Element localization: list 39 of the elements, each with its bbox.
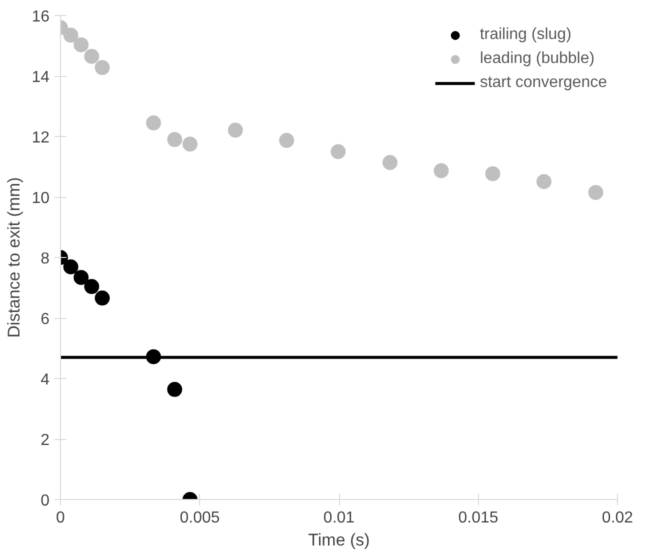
point [146,115,162,130]
point [74,37,89,52]
x-tick-label: 0 [56,510,66,526]
point [228,122,243,138]
point [167,382,182,397]
point [279,132,294,148]
y-axis-title: Distance to exit (mm) [4,177,24,338]
point [84,279,100,294]
x-tick-label: 0.01 [323,510,355,526]
x-tick-label: 0.015 [458,510,498,526]
x-axis-title: Time (s) [308,530,370,550]
y-tick-label: 6 [40,311,50,328]
legend-label: start convergence [480,74,607,92]
point [182,136,198,152]
x-tick-label: 0.02 [602,510,634,526]
point [330,144,346,160]
point [536,174,552,190]
point [485,166,500,182]
point [382,155,398,170]
point [84,48,100,64]
point [63,259,78,274]
legend-label: leading (bubble) [480,50,595,68]
y-tick-label: 4 [40,372,50,388]
y-tick-label: 14 [32,69,50,86]
y-tick-label: 10 [32,190,50,207]
point [63,28,78,43]
y-tick-label: 12 [32,130,50,146]
point [167,132,182,148]
point [94,290,110,306]
x-tick-label: 0.005 [180,510,220,526]
y-tick-label: 16 [32,8,50,26]
point [94,60,110,76]
y-tick-label: 8 [40,250,50,268]
y-tick-label: 0 [40,492,50,510]
point [588,184,604,200]
y-tick-label: 2 [40,432,50,449]
point [434,163,449,178]
legend-label: trailing (slug) [480,26,572,44]
point [74,270,89,285]
